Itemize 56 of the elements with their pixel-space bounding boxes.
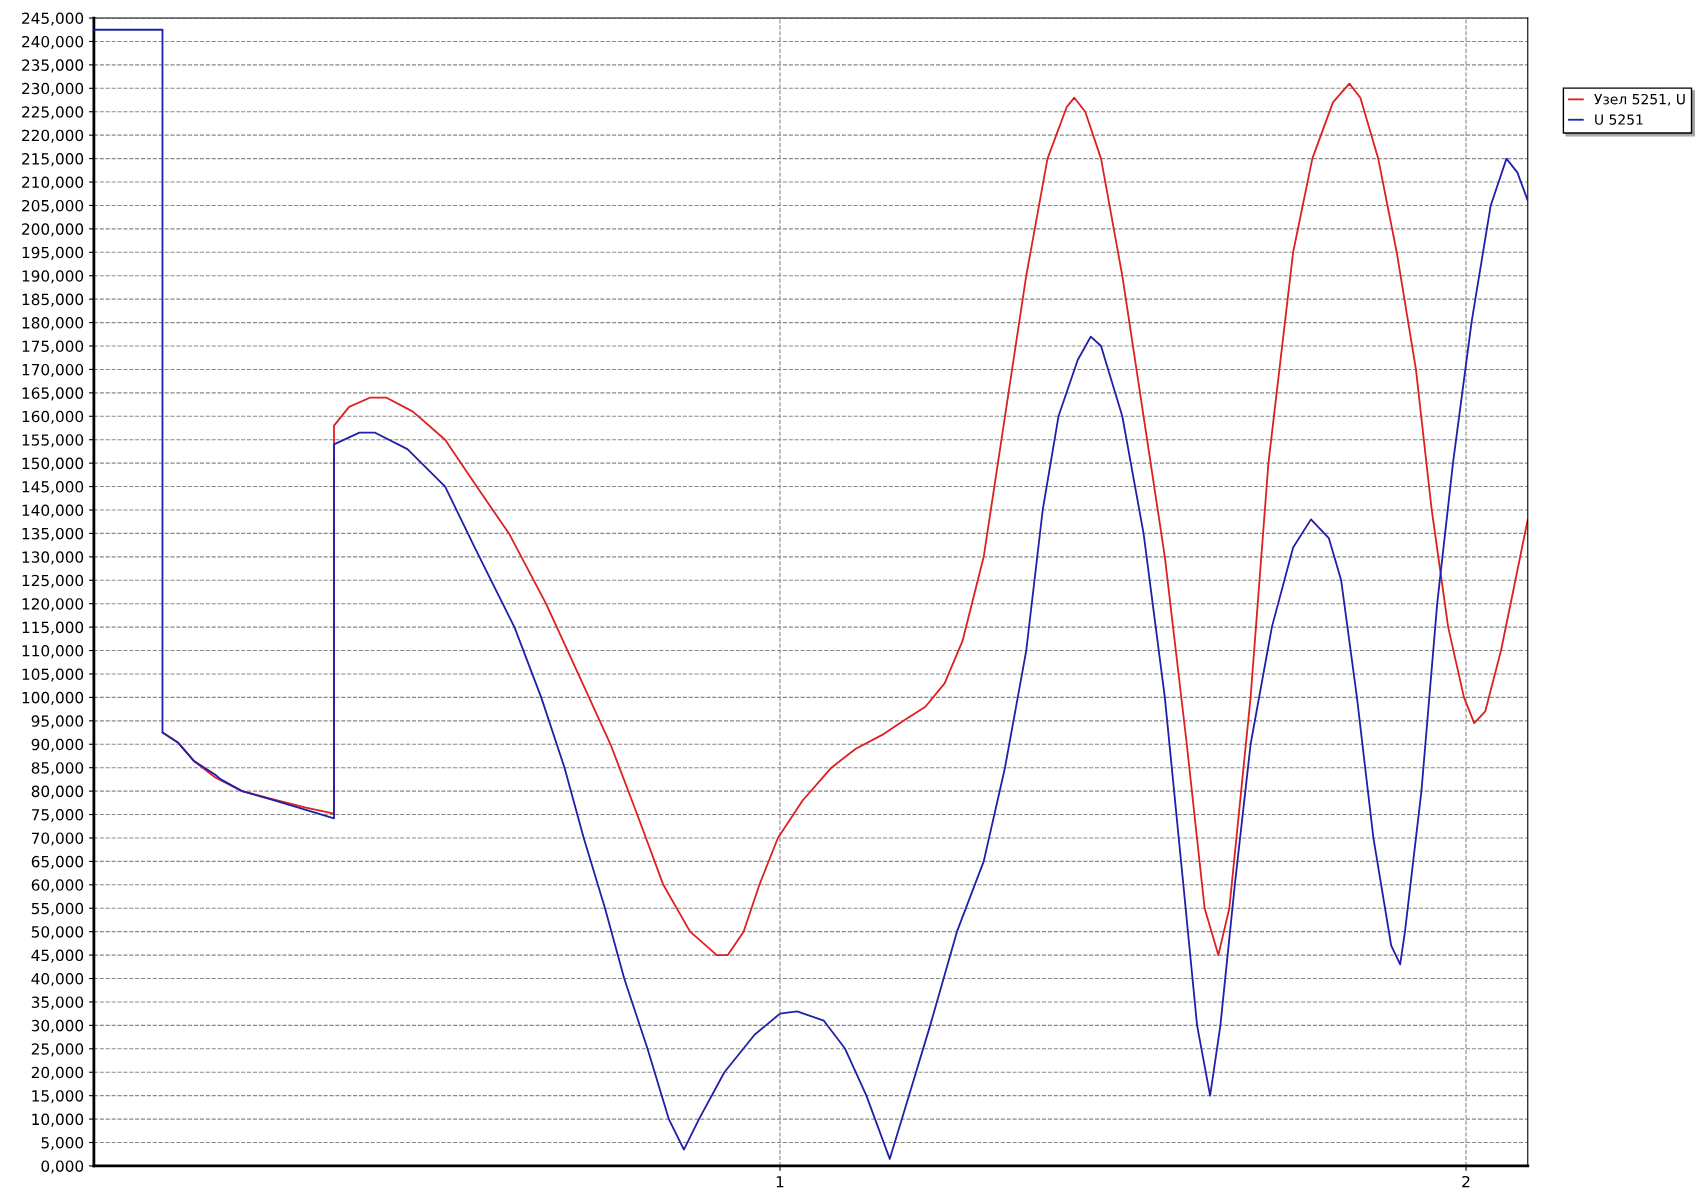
legend-label: Узел 5251, U	[1594, 93, 1685, 106]
y-tick-label: 160,000	[22, 410, 84, 424]
y-tick-label: 90,000	[31, 738, 84, 752]
y-tick-label: 185,000	[22, 293, 84, 307]
y-tick-label: 235,000	[22, 59, 84, 73]
y-tick-label: 125,000	[22, 574, 84, 588]
y-tick-label: 225,000	[22, 106, 84, 120]
y-tick-label: 105,000	[22, 668, 84, 682]
y-tick-label: 50,000	[31, 926, 84, 940]
y-tick-label: 165,000	[22, 387, 84, 401]
x-tick-label: 1	[776, 1176, 784, 1188]
y-tick-label: 230,000	[22, 82, 84, 96]
y-tick-label: 70,000	[31, 832, 84, 846]
y-tick-label: 85,000	[31, 762, 84, 776]
y-tick-label: 175,000	[22, 340, 84, 354]
y-tick-label: 200,000	[22, 223, 84, 237]
y-tick-label: 75,000	[31, 809, 84, 823]
y-tick-label: 190,000	[22, 270, 84, 284]
y-tick-label: 130,000	[22, 551, 84, 565]
y-tick-label: 240,000	[22, 35, 84, 50]
y-tick-label: 25,000	[31, 1043, 84, 1057]
y-tick-label: 180,000	[22, 317, 84, 331]
y-tick-label: 30,000	[31, 1019, 84, 1033]
y-tick-label: 80,000	[31, 785, 84, 799]
y-tick-label: 115,000	[22, 621, 84, 635]
y-tick-label: 155,000	[22, 434, 84, 448]
y-tick-label: 110,000	[22, 645, 84, 659]
y-tick-label: 150,000	[22, 457, 84, 471]
y-tick-label: 245,000	[22, 12, 84, 26]
y-tick-label: 215,000	[22, 153, 84, 167]
y-tick-label: 145,000	[22, 481, 84, 495]
legend-label: U 5251	[1595, 114, 1643, 125]
y-tick-label: 60,000	[31, 879, 84, 893]
y-tick-label: 210,000	[22, 176, 84, 190]
y-tick-label: 140,000	[22, 504, 84, 518]
y-tick-label: 20,000	[31, 1066, 84, 1080]
y-tick-label: 95,000	[31, 715, 84, 729]
y-tick-label: 220,000	[22, 129, 84, 143]
y-tick-label: 195,000	[22, 246, 84, 260]
y-tick-label: 65,000	[31, 855, 84, 869]
y-tick-label: 135,000	[22, 527, 84, 541]
y-tick-label: 170,000	[22, 363, 84, 378]
y-tick-label: 10,000	[32, 1113, 84, 1127]
y-tick-label: 35,000	[31, 996, 84, 1010]
line-series	[93, 28, 1528, 1160]
y-tick-label: 45,000	[31, 949, 84, 963]
line-series	[161, 82, 1528, 957]
y-tick-label: 120,000	[22, 598, 84, 612]
y-tick-label: 0,000	[41, 1160, 84, 1174]
y-tick-label: 100,000	[22, 691, 84, 705]
y-tick-label: 5,000	[41, 1136, 84, 1151]
y-tick-label: 40,000	[31, 972, 84, 987]
y-tick-label: 55,000	[31, 902, 84, 916]
y-tick-label: 15,000	[32, 1090, 84, 1104]
y-tick-label: 205,000	[22, 199, 84, 214]
x-tick-label: 2	[1462, 1175, 1470, 1188]
